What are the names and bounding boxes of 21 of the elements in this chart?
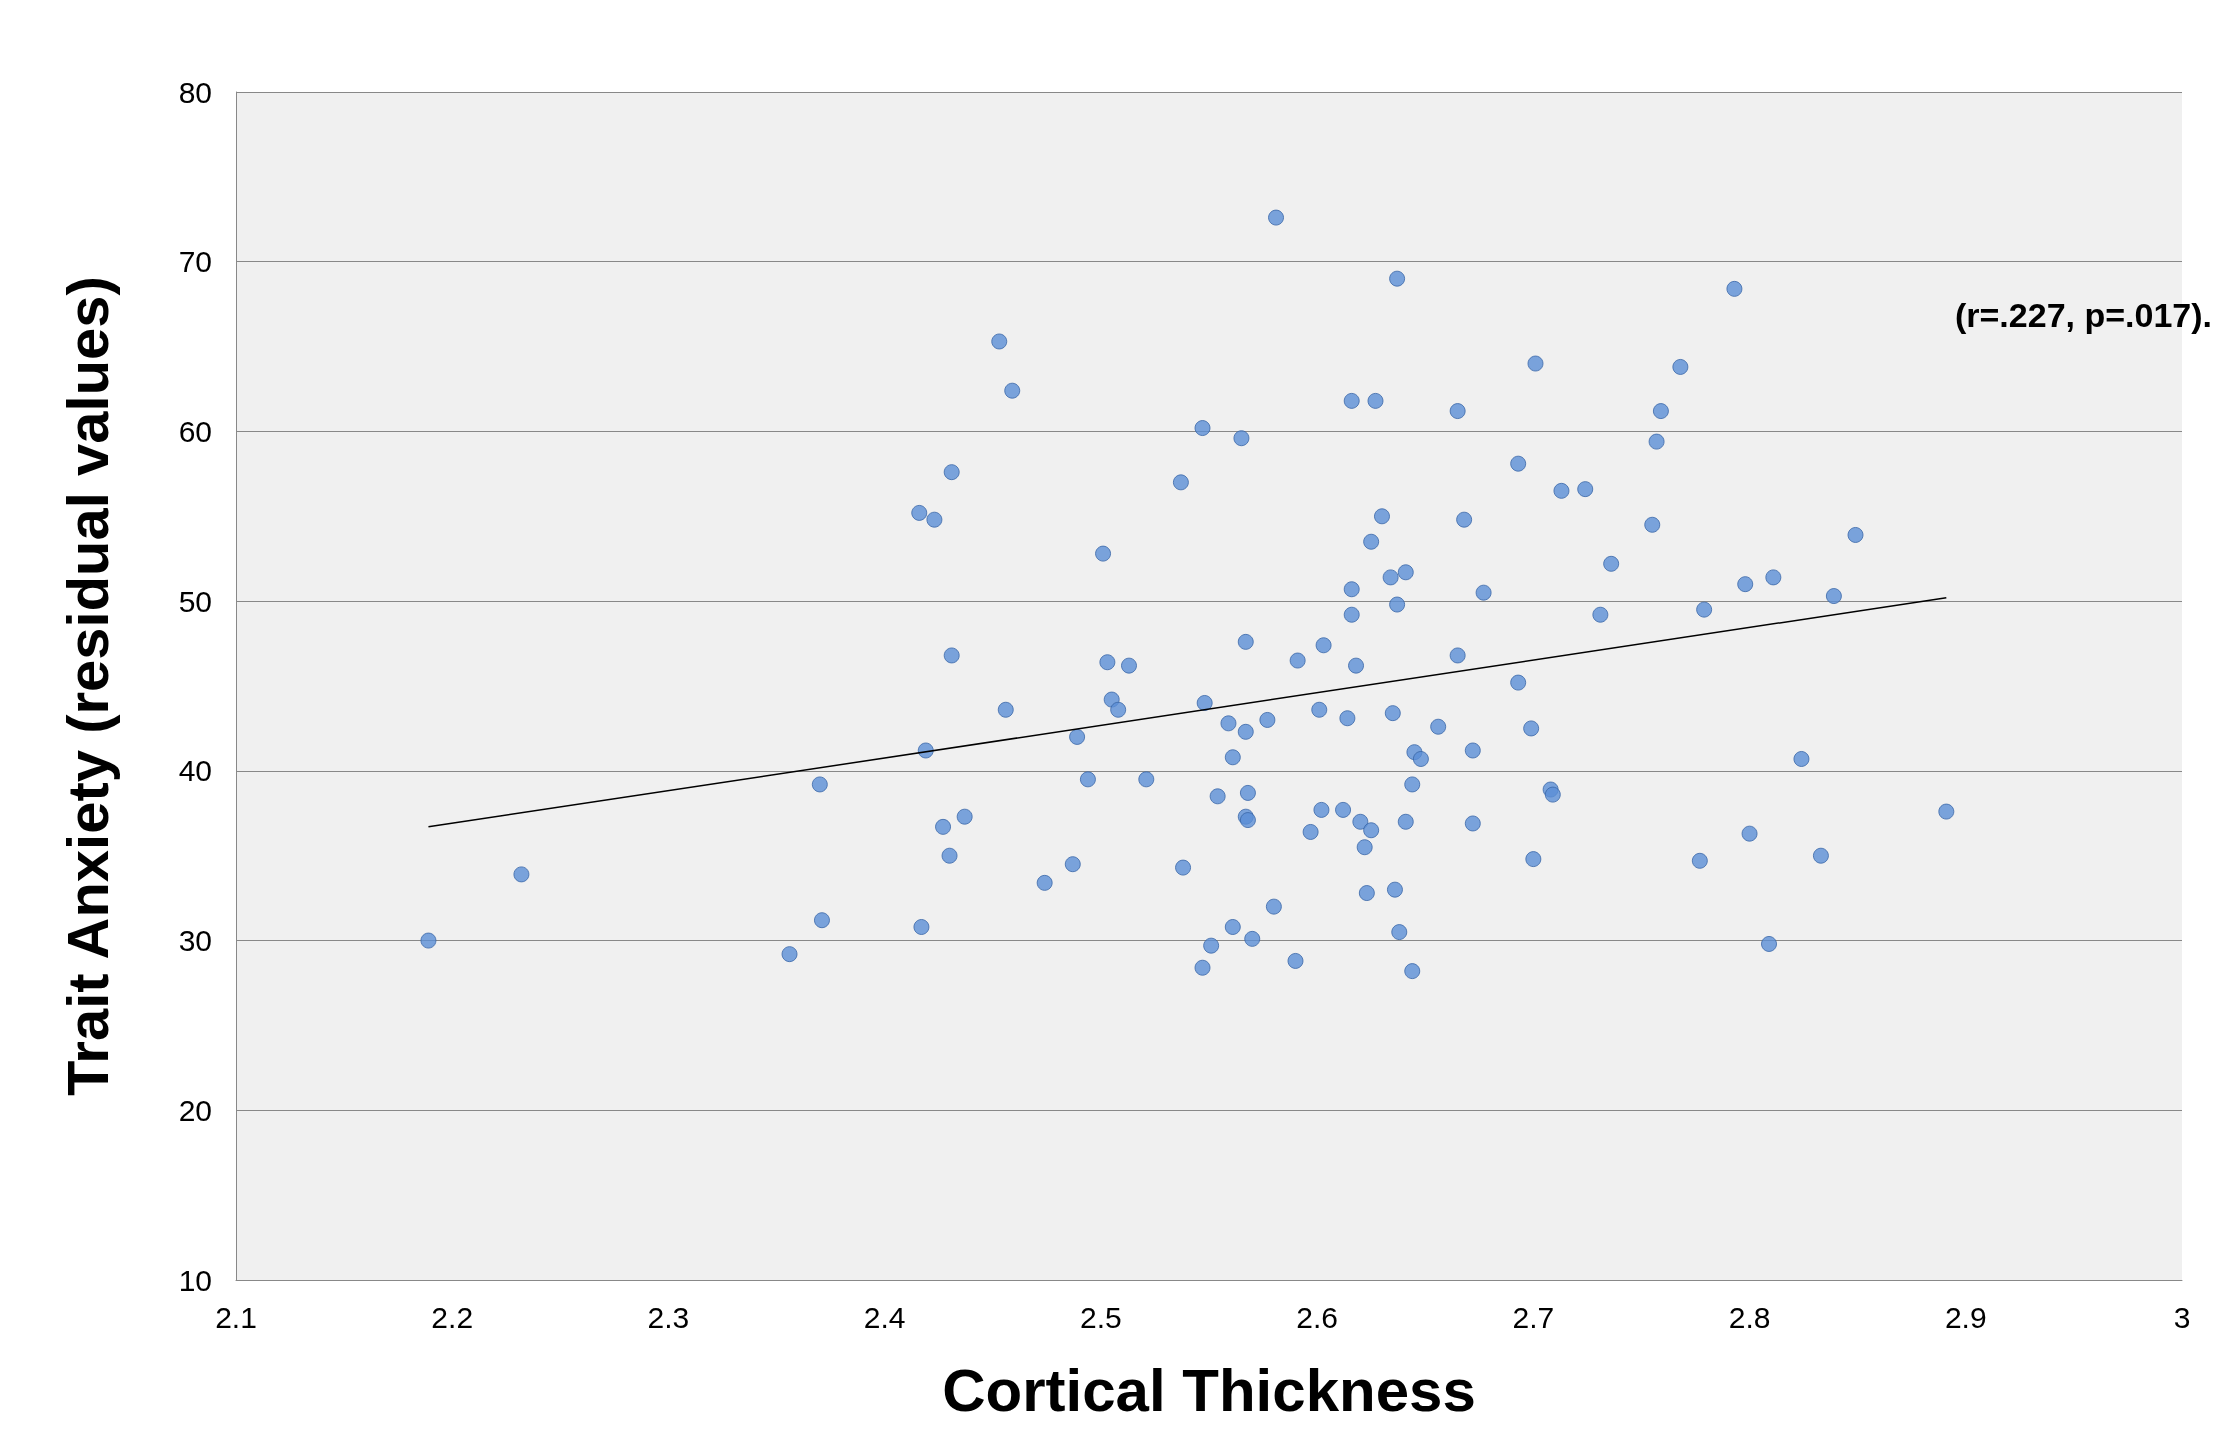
y-tick-label: 70 (178, 245, 212, 279)
y-tick-label: 20 (178, 1093, 212, 1127)
x-tick-label: 2.8 (1728, 1300, 1771, 1334)
y-tick-label: 60 (178, 414, 212, 448)
x-axis-title: Cortical Thickness (942, 1356, 1476, 1424)
x-tick-label: 2.5 (1080, 1300, 1122, 1334)
y-tick-label: 80 (178, 75, 212, 109)
x-tick-label: 2.2 (431, 1300, 474, 1334)
y-tick-label: 40 (178, 754, 212, 788)
y-axis-title: Trait Anxiety (residual values) (54, 276, 120, 1096)
y-tick-label: 30 (178, 924, 212, 958)
annotation: (r=.227, p=.017). (1954, 296, 2212, 334)
y-tick-label: 10 (178, 1263, 212, 1297)
y-tick-label: 50 (178, 584, 212, 618)
x-tick-label: 2.7 (1512, 1300, 1555, 1334)
x-tick-label: 3 (2173, 1300, 2191, 1334)
x-tick-label: 2.6 (1296, 1300, 1338, 1334)
x-tick-label: 2.3 (647, 1300, 690, 1334)
x-tick-label: 2.4 (863, 1300, 906, 1334)
x-tick-label: 2.1 (215, 1300, 257, 1334)
x-tick-label: 2.9 (1944, 1300, 1987, 1334)
